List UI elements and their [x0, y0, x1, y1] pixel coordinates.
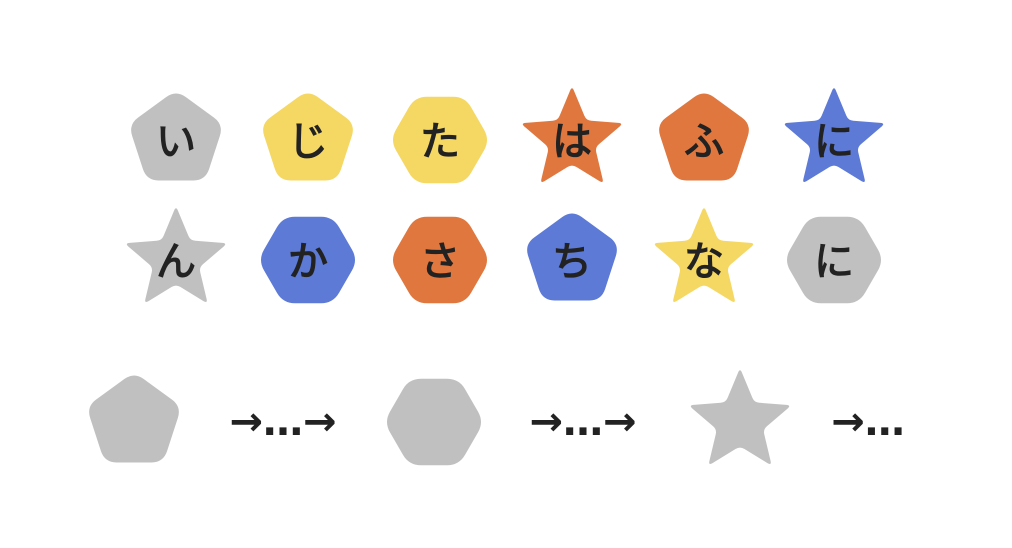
sequence-star: [690, 370, 790, 464]
grid-tile-r2-c5: な: [654, 208, 754, 302]
sequence-arrow-label: →…→: [229, 399, 336, 445]
hexagon-shape: [787, 216, 881, 304]
grid-tile-r2-c6: に: [787, 216, 881, 304]
tile-character: ふ: [684, 119, 724, 165]
sequence-hexagon: [387, 378, 481, 466]
grid-tile-r1-c5: ふ: [659, 93, 749, 181]
grid-tile-r1-c2: じ: [263, 93, 353, 181]
hexagon-shape: [393, 216, 487, 304]
tile-character: か: [288, 239, 328, 285]
grid-tile-r2-c2: か: [261, 216, 355, 304]
grid-tile-r1-c3: た: [393, 96, 487, 184]
tile-character: に: [814, 239, 854, 285]
pentagon-shape: [89, 375, 179, 463]
tile-character: い: [156, 119, 196, 165]
pentagon-shape: [131, 93, 221, 181]
grid-tile-r2-c1: ん: [126, 208, 226, 302]
sequence-arrow-label: →…: [831, 399, 905, 445]
grid-tile-r1-c4: は: [522, 88, 622, 182]
tile-character: な: [684, 239, 724, 285]
sequence-arrow-label: →…→: [529, 399, 636, 445]
pentagon-shape: [263, 93, 353, 181]
star-shape: [522, 88, 622, 182]
grid-tile-r1-c6: に: [784, 88, 884, 182]
tile-character: じ: [288, 119, 328, 165]
star-shape: [126, 208, 226, 302]
hexagon-shape: [387, 378, 481, 466]
grid-tile-r1-c1: い: [131, 93, 221, 181]
star-shape: [690, 370, 790, 464]
star-shape: [784, 88, 884, 182]
tile-character: ん: [156, 239, 196, 285]
tile-character: に: [814, 119, 854, 165]
grid-tile-r2-c4: ち: [527, 213, 617, 301]
tile-character: さ: [420, 239, 460, 285]
pentagon-shape: [527, 213, 617, 301]
star-shape: [654, 208, 754, 302]
hexagon-shape: [261, 216, 355, 304]
sequence-pentagon: [89, 375, 179, 463]
hexagon-shape: [393, 96, 487, 184]
tile-character: ち: [552, 239, 592, 285]
tile-character: は: [552, 119, 592, 165]
tile-character: た: [420, 119, 460, 165]
grid-tile-r2-c3: さ: [393, 216, 487, 304]
pentagon-shape: [659, 93, 749, 181]
